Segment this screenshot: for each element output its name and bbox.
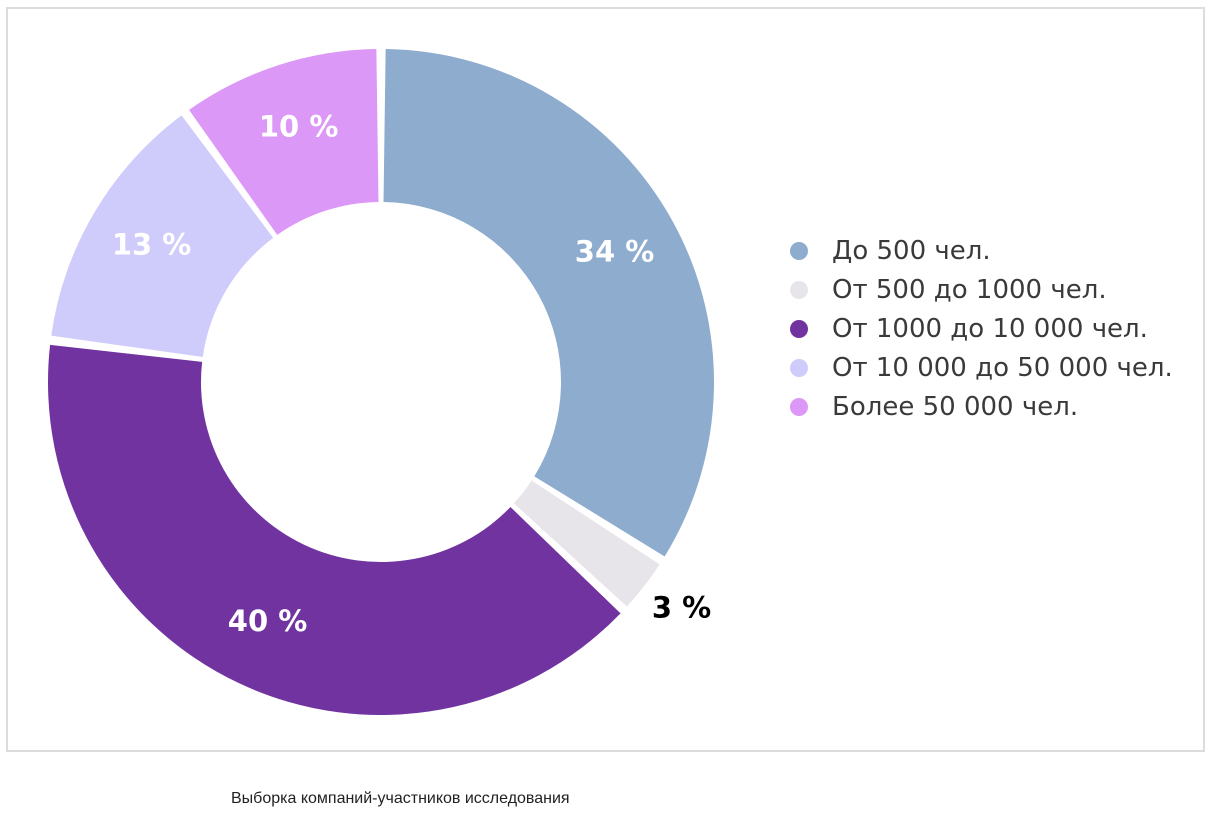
legend-swatch (790, 241, 808, 260)
donut-slice-3 (47, 344, 621, 715)
donut-chart: 34 % 3 % 40 % 13 % 10 % (47, 49, 714, 715)
legend-swatch (790, 358, 808, 377)
slice-value-label-1: 34 % (575, 235, 655, 269)
donut-slice-1 (383, 49, 714, 557)
slice-value-label-2: 3 % (652, 591, 711, 625)
legend-label: От 1000 до 10 000 чел. (832, 313, 1148, 344)
legend-item: От 500 до 1000 чел. (790, 270, 1173, 309)
donut-slice-5 (189, 49, 379, 235)
slice-value-label-3: 40 % (228, 604, 308, 638)
legend-item: От 10 000 до 50 000 чел. (790, 348, 1173, 387)
legend-item: До 500 чел. (790, 231, 1173, 270)
legend-label: До 500 чел. (832, 235, 991, 266)
legend-item: Более 50 000 чел. (790, 387, 1173, 426)
donut-slice-2 (513, 480, 660, 607)
legend-swatch (790, 280, 808, 299)
slice-value-label-4: 13 % (112, 227, 192, 261)
slice-value-label-5: 10 % (259, 110, 339, 144)
chart-caption: Выборка компаний-участников исследования (231, 790, 570, 807)
legend-label: Более 50 000 чел. (832, 391, 1079, 422)
chart-legend: До 500 чел. От 500 до 1000 чел. От 1000 до… (790, 231, 1173, 426)
legend-swatch (790, 319, 808, 338)
legend-label: От 500 до 1000 чел. (832, 274, 1107, 305)
legend-swatch (790, 397, 808, 416)
legend-label: От 10 000 до 50 000 чел. (832, 352, 1173, 383)
donut-slice-4 (51, 115, 274, 357)
legend-item: От 1000 до 10 000 чел. (790, 309, 1173, 348)
chart-frame: 34 % 3 % 40 % 13 % 10 % До 500 чел. От 500 до… (6, 7, 1205, 752)
